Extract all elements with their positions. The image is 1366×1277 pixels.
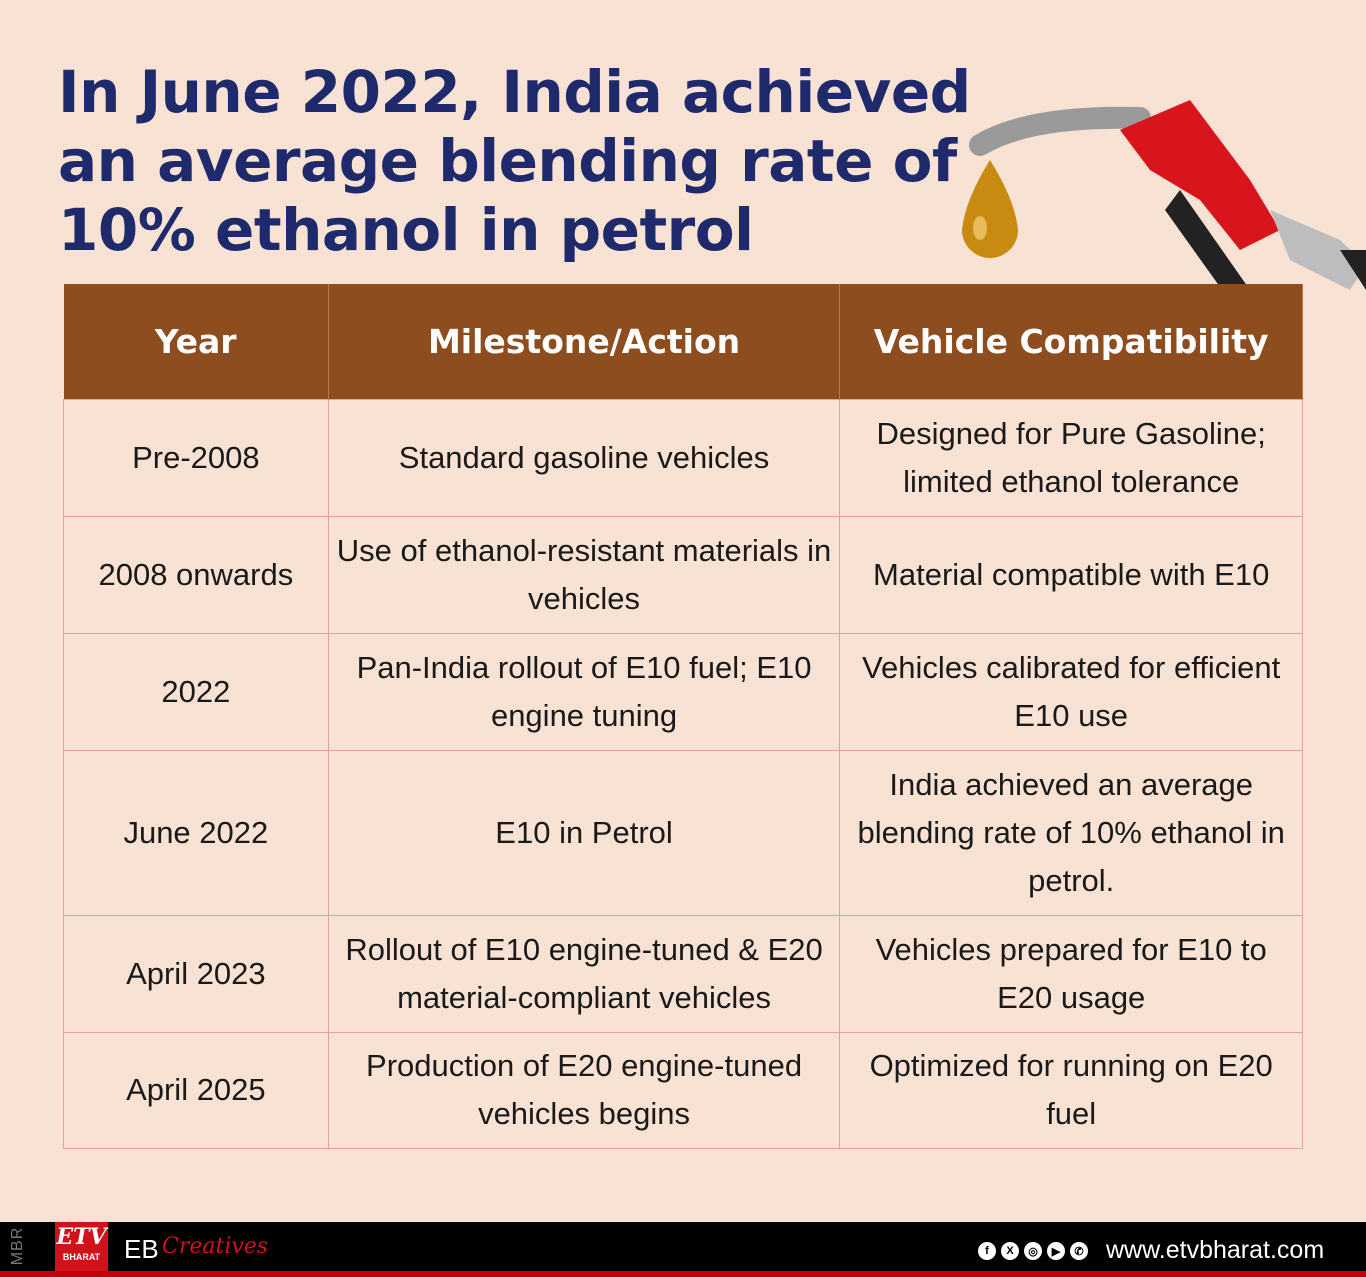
etv-logo-sub: BHARAT [62, 1252, 101, 1262]
instagram-icon[interactable]: ◎ [1024, 1242, 1042, 1260]
table-row: 2008 onwards Use of ethanol-resistant mat… [63, 515, 1303, 634]
table-row: 2022 Pan-India rollout of E10 fuel; E10 e… [63, 632, 1303, 751]
footer-bar [0, 1222, 1366, 1271]
cell-compatibility: Material compatible with E10 [839, 515, 1303, 634]
table-row: April 2025 Production of E20 engine-tuned… [63, 1031, 1303, 1149]
etv-logo-mark: ETV [56, 1224, 107, 1250]
creatives-label: Creatives [162, 1234, 269, 1259]
eb-label: EB [124, 1234, 159, 1264]
cell-year: April 2023 [63, 914, 329, 1033]
cell-milestone: Standard gasoline vehicles [327, 398, 841, 517]
cell-year: 2022 [63, 632, 329, 751]
cell-milestone: E10 in Petrol [327, 749, 841, 916]
cell-milestone: Use of ethanol-resistant materials in ve… [327, 515, 841, 634]
youtube-icon[interactable]: ▶ [1047, 1242, 1065, 1260]
mbr-credit: MBR [9, 1226, 26, 1266]
cell-compatibility: Vehicles prepared for E10 to E20 usage [839, 914, 1303, 1033]
cell-milestone: Rollout of E10 engine-tuned & E20 materi… [327, 914, 841, 1033]
table-row: Pre-2008 Standard gasoline vehicles Design… [63, 398, 1303, 517]
footer-red-strip [0, 1271, 1366, 1277]
cell-milestone: Pan-India rollout of E10 fuel; E10 engin… [327, 632, 841, 751]
cell-year: Pre-2008 [63, 398, 329, 517]
table-row: June 2022 E10 in Petrol India achieved an … [63, 749, 1303, 916]
cell-compatibility: Designed for Pure Gasoline; limited etha… [839, 398, 1303, 517]
cell-compatibility: India achieved an average blending rate … [839, 749, 1303, 916]
table-row: April 2023 Rollout of E10 engine-tuned & … [63, 914, 1303, 1033]
facebook-icon[interactable]: f [978, 1242, 996, 1260]
cell-year: 2008 onwards [63, 515, 329, 634]
cell-compatibility: Vehicles calibrated for efficient E10 us… [839, 632, 1303, 751]
etv-bharat-logo: ETV BHARAT [55, 1222, 108, 1271]
cell-year: April 2025 [63, 1031, 329, 1149]
header-year: Year [63, 284, 329, 399]
cell-compatibility: Optimized for running on E20 fuel [839, 1031, 1303, 1149]
header-milestone: Milestone/Action [328, 284, 841, 399]
website-link[interactable]: www.etvbharat.com [1106, 1236, 1325, 1264]
header-compatibility: Vehicle Compatibility [839, 284, 1303, 399]
whatsapp-icon[interactable]: ✆ [1070, 1242, 1088, 1260]
page-title: In June 2022, India achieved an average … [58, 58, 971, 264]
cell-milestone: Production of E20 engine-tuned vehicles … [327, 1031, 841, 1149]
fuel-pump-nozzle-illustration [962, 100, 1366, 315]
social-icons: f X ◎ ▶ ✆ [978, 1242, 1088, 1260]
table-header-row: Year Milestone/Action Vehicle Compatibil… [63, 284, 1303, 399]
x-icon[interactable]: X [1001, 1242, 1019, 1260]
cell-year: June 2022 [63, 749, 329, 916]
ethanol-milestones-table: Year Milestone/Action Vehicle Compatibil… [63, 284, 1303, 1149]
